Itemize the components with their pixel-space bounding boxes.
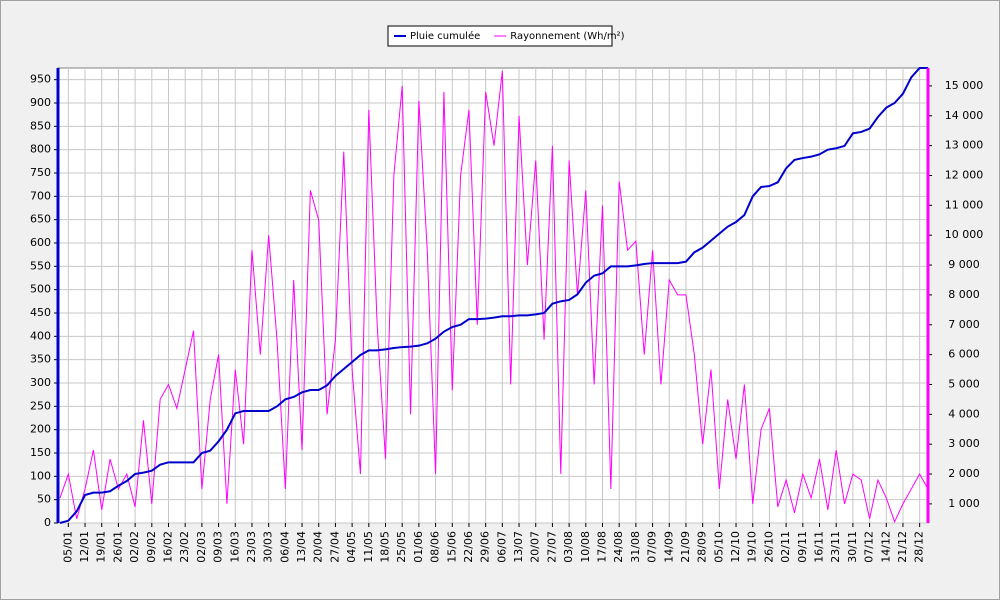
y-tick-label: 450 [30, 306, 51, 319]
x-tick-label: 13/04 [295, 531, 308, 563]
x-tick-label: 04/05 [345, 531, 358, 563]
x-tick-label: 21/12 [896, 531, 909, 563]
x-tick-label: 28/09 [696, 531, 709, 563]
x-tick-label: 30/03 [262, 531, 275, 563]
y-tick-label: 950 [30, 73, 51, 86]
y-tick-label: 900 [30, 96, 51, 109]
y2-tick-label: 14 000 [945, 109, 984, 122]
plot-area [57, 67, 929, 524]
y-tick-label: 500 [30, 283, 51, 296]
y2-tick-label: 7 000 [948, 318, 980, 331]
x-tick-label: 23/11 [829, 531, 842, 563]
x-tick-label: 19/01 [95, 531, 108, 563]
x-tick-label: 27/04 [328, 531, 341, 563]
x-tick-label: 20/04 [312, 531, 325, 563]
x-tick-label: 27/07 [545, 531, 558, 563]
x-tick-label: 30/11 [846, 531, 859, 563]
x-tick-label: 22/06 [462, 531, 475, 563]
y2-tick-label: 8 000 [948, 288, 980, 301]
y-tick-label: 850 [30, 119, 51, 132]
y-tick-label: 100 [30, 469, 51, 482]
y-tick-label: 50 [37, 493, 51, 506]
x-tick-label: 12/10 [729, 531, 742, 563]
x-tick-label: 16/03 [228, 531, 241, 563]
x-tick-label: 09/02 [145, 531, 158, 563]
x-tick-label: 25/05 [395, 531, 408, 563]
x-tick-label: 07/12 [863, 531, 876, 563]
series-line [59, 70, 929, 524]
x-tick-label: 29/06 [479, 531, 492, 563]
x-tick-label: 02/11 [779, 531, 792, 563]
x-tick-label: 03/08 [562, 531, 575, 563]
x-tick-label: 16/11 [813, 531, 826, 563]
y-tick-label: 350 [30, 353, 51, 366]
y-tick-label: 300 [30, 376, 51, 389]
x-tick-label: 14/12 [879, 531, 892, 563]
x-tick-label: 24/08 [612, 531, 625, 563]
y2-tick-label: 13 000 [945, 139, 984, 152]
legend-label: Pluie cumulée [410, 30, 480, 42]
x-tick-label: 08/06 [429, 531, 442, 563]
x-tick-label: 05/10 [712, 531, 725, 563]
y-tick-label: 0 [44, 516, 51, 529]
y-tick-label: 550 [30, 259, 51, 272]
y-tick-label: 400 [30, 329, 51, 342]
y-tick-label: 750 [30, 166, 51, 179]
x-tick-label: 23/02 [178, 531, 191, 563]
y2-tick-label: 15 000 [945, 79, 984, 92]
x-tick-label: 26/01 [111, 531, 124, 563]
x-tick-label: 02/02 [128, 531, 141, 563]
x-tick-label: 20/07 [529, 531, 542, 563]
y2-tick-label: 6 000 [948, 348, 980, 361]
x-tick-label: 09/11 [796, 531, 809, 563]
x-tick-label: 11/05 [362, 531, 375, 563]
x-tick-label: 19/10 [746, 531, 759, 563]
series-line [59, 67, 928, 524]
y-tick-label: 150 [30, 446, 51, 459]
x-tick-label: 12/01 [78, 531, 91, 563]
x-tick-label: 23/03 [245, 531, 258, 563]
y2-tick-label: 12 000 [945, 168, 984, 181]
legend-label: Rayonnement (Wh/m²) [510, 31, 624, 42]
y2-tick-label: 11 000 [945, 198, 984, 211]
y2-tick-label: 1 000 [948, 497, 980, 510]
y-tick-label: 250 [30, 399, 51, 412]
x-tick-label: 13/07 [512, 531, 525, 563]
x-tick-label: 10/08 [579, 531, 592, 563]
x-tick-label: 26/10 [762, 531, 775, 563]
x-tick-label: 17/08 [596, 531, 609, 563]
x-tick-label: 15/06 [445, 531, 458, 563]
x-tick-label: 21/09 [679, 531, 692, 563]
x-tick-label: 02/03 [195, 531, 208, 563]
x-tick-label: 05/01 [61, 531, 74, 563]
x-tick-label: 07/09 [646, 531, 659, 563]
y-tick-label: 700 [30, 189, 51, 202]
x-tick-label: 01/06 [412, 531, 425, 563]
y-tick-label: 600 [30, 236, 51, 249]
x-tick-label: 06/04 [278, 531, 291, 563]
y-tick-label: 800 [30, 143, 51, 156]
y-tick-label: 200 [30, 423, 51, 436]
y2-tick-label: 10 000 [945, 228, 984, 241]
x-tick-label: 06/07 [495, 531, 508, 563]
y2-tick-label: 3 000 [948, 437, 980, 450]
x-tick-label: 09/03 [212, 531, 225, 563]
x-tick-label: 31/08 [629, 531, 642, 563]
y2-tick-label: 2 000 [948, 467, 980, 480]
y-tick-label: 650 [30, 213, 51, 226]
x-tick-label: 16/02 [162, 531, 175, 563]
x-tick-label: 18/05 [379, 531, 392, 563]
y2-tick-label: 4 000 [948, 407, 980, 420]
y2-tick-label: 9 000 [948, 258, 980, 271]
x-tick-label: 28/12 [913, 531, 926, 563]
x-tick-label: 14/09 [662, 531, 675, 563]
y2-tick-label: 5 000 [948, 377, 980, 390]
